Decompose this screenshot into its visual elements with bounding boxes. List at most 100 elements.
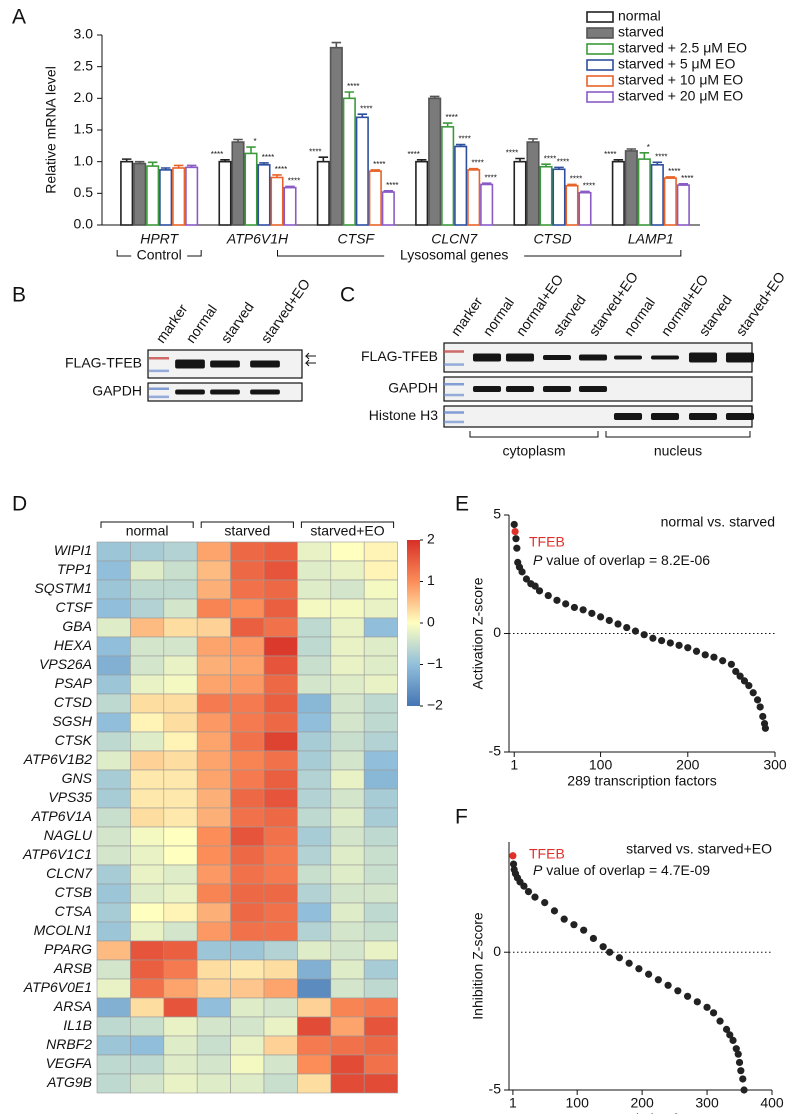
heatmap-cell bbox=[263, 598, 298, 619]
heatmap-cell bbox=[363, 978, 398, 999]
point bbox=[520, 882, 528, 890]
group-bracket bbox=[277, 250, 682, 257]
lane-label: marker bbox=[447, 294, 485, 339]
heatmap-cell bbox=[230, 826, 265, 847]
point bbox=[589, 934, 598, 943]
heatmap-cell bbox=[330, 1016, 365, 1037]
significance-label: **** bbox=[373, 160, 385, 169]
bar bbox=[185, 166, 199, 226]
legend-label: starved bbox=[618, 24, 664, 40]
error-bar bbox=[233, 138, 243, 143]
heatmap-cell bbox=[96, 883, 131, 904]
bar bbox=[513, 160, 527, 226]
y-tick-label: 0 bbox=[493, 943, 501, 959]
point bbox=[560, 915, 568, 923]
significance-label: **** bbox=[275, 165, 287, 174]
y-axis-label: Inhibition Z-score bbox=[470, 912, 486, 1020]
error-bar bbox=[318, 156, 329, 162]
lane-label: starved bbox=[695, 292, 734, 339]
error-bar bbox=[357, 113, 368, 118]
marker-band bbox=[444, 420, 464, 424]
colorbar-tick-label: 0 bbox=[427, 614, 435, 630]
panel-label: B bbox=[12, 284, 26, 307]
point bbox=[596, 613, 605, 621]
heatmap-cell bbox=[130, 1016, 165, 1037]
heatmap-cell bbox=[96, 579, 131, 600]
heatmap-cell bbox=[196, 902, 231, 923]
heatmap-cell bbox=[163, 807, 198, 828]
row-label: CTSB bbox=[55, 884, 92, 900]
heatmap-cell bbox=[96, 1035, 131, 1056]
y-tick-label: 0.0 bbox=[74, 216, 94, 232]
heatmap-cell bbox=[196, 598, 231, 619]
row-label: NRBF2 bbox=[46, 1036, 92, 1052]
row-label: TPP1 bbox=[57, 561, 92, 577]
legend-label: starved + 2.5 μM EO bbox=[618, 40, 747, 56]
heatmap-cell bbox=[196, 997, 231, 1018]
legend-swatch bbox=[586, 27, 614, 39]
significance-label: **** bbox=[484, 173, 496, 182]
point bbox=[735, 1058, 744, 1067]
colorbar-tick-label: 2 bbox=[427, 531, 435, 547]
stat-symbol: P bbox=[533, 552, 543, 568]
row-label: NAGLU bbox=[44, 827, 93, 843]
point bbox=[510, 520, 518, 529]
point bbox=[654, 976, 662, 984]
row-label: ATP6V1B2 bbox=[23, 751, 92, 767]
legend-swatch bbox=[586, 91, 614, 103]
bar bbox=[146, 165, 160, 226]
bar bbox=[663, 177, 677, 226]
x-tick-label: CTSD bbox=[533, 231, 571, 247]
error-bar bbox=[652, 161, 663, 165]
significance-label: **** bbox=[288, 176, 300, 185]
heatmap-cell bbox=[230, 788, 265, 809]
heatmap-cell bbox=[196, 560, 231, 581]
heatmap-cell bbox=[196, 826, 231, 847]
x-tick-label: 100 bbox=[566, 1095, 590, 1111]
point bbox=[675, 641, 683, 649]
row-label: Histone H3 bbox=[369, 407, 438, 423]
bar bbox=[120, 160, 134, 226]
heatmap-cell bbox=[230, 845, 265, 866]
row-label: GBA bbox=[62, 618, 92, 634]
significance-label: * bbox=[647, 143, 650, 152]
protein-band bbox=[650, 355, 680, 360]
heatmap-cell bbox=[163, 1016, 198, 1037]
heatmap-cell bbox=[196, 1035, 231, 1056]
panel-label: A bbox=[12, 6, 26, 29]
heatmap-cell bbox=[330, 1054, 365, 1075]
row-label: ATP6V0E1 bbox=[23, 979, 92, 995]
heatmap-cell bbox=[297, 579, 332, 600]
bar bbox=[637, 158, 651, 226]
column-bracket bbox=[300, 521, 395, 528]
heatmap-cell bbox=[96, 636, 131, 657]
protein-band bbox=[725, 413, 755, 420]
heatmap-cell bbox=[330, 712, 365, 733]
row-label: CLCN7 bbox=[46, 865, 93, 881]
heatmap-cell bbox=[96, 560, 131, 581]
heatmap-cell bbox=[363, 826, 398, 847]
error-bar bbox=[481, 182, 492, 185]
heatmap-cell bbox=[130, 1054, 165, 1075]
y-axis-label: Activation Z-score bbox=[470, 577, 486, 689]
row-label: GNS bbox=[62, 770, 93, 786]
lane-label: starved bbox=[549, 292, 588, 339]
x-tick-label: 300 bbox=[763, 757, 787, 773]
heatmap-cell bbox=[263, 731, 298, 752]
heatmap-cell bbox=[297, 636, 332, 657]
heatmap-cell bbox=[363, 693, 398, 714]
heatmap-cell bbox=[96, 1073, 131, 1094]
error-bar bbox=[515, 157, 525, 162]
fraction-label: cytoplasm bbox=[502, 443, 565, 459]
point bbox=[749, 689, 757, 697]
heatmap-cell bbox=[230, 617, 265, 638]
row-label: SQSTM1 bbox=[34, 580, 92, 596]
heatmap-cell bbox=[363, 883, 398, 904]
x-tick-label: CTSF bbox=[338, 231, 376, 247]
error-bar bbox=[613, 158, 624, 162]
legend-swatch bbox=[586, 11, 614, 23]
heatmap-cell bbox=[330, 997, 365, 1018]
point bbox=[674, 987, 682, 995]
point bbox=[580, 926, 588, 934]
